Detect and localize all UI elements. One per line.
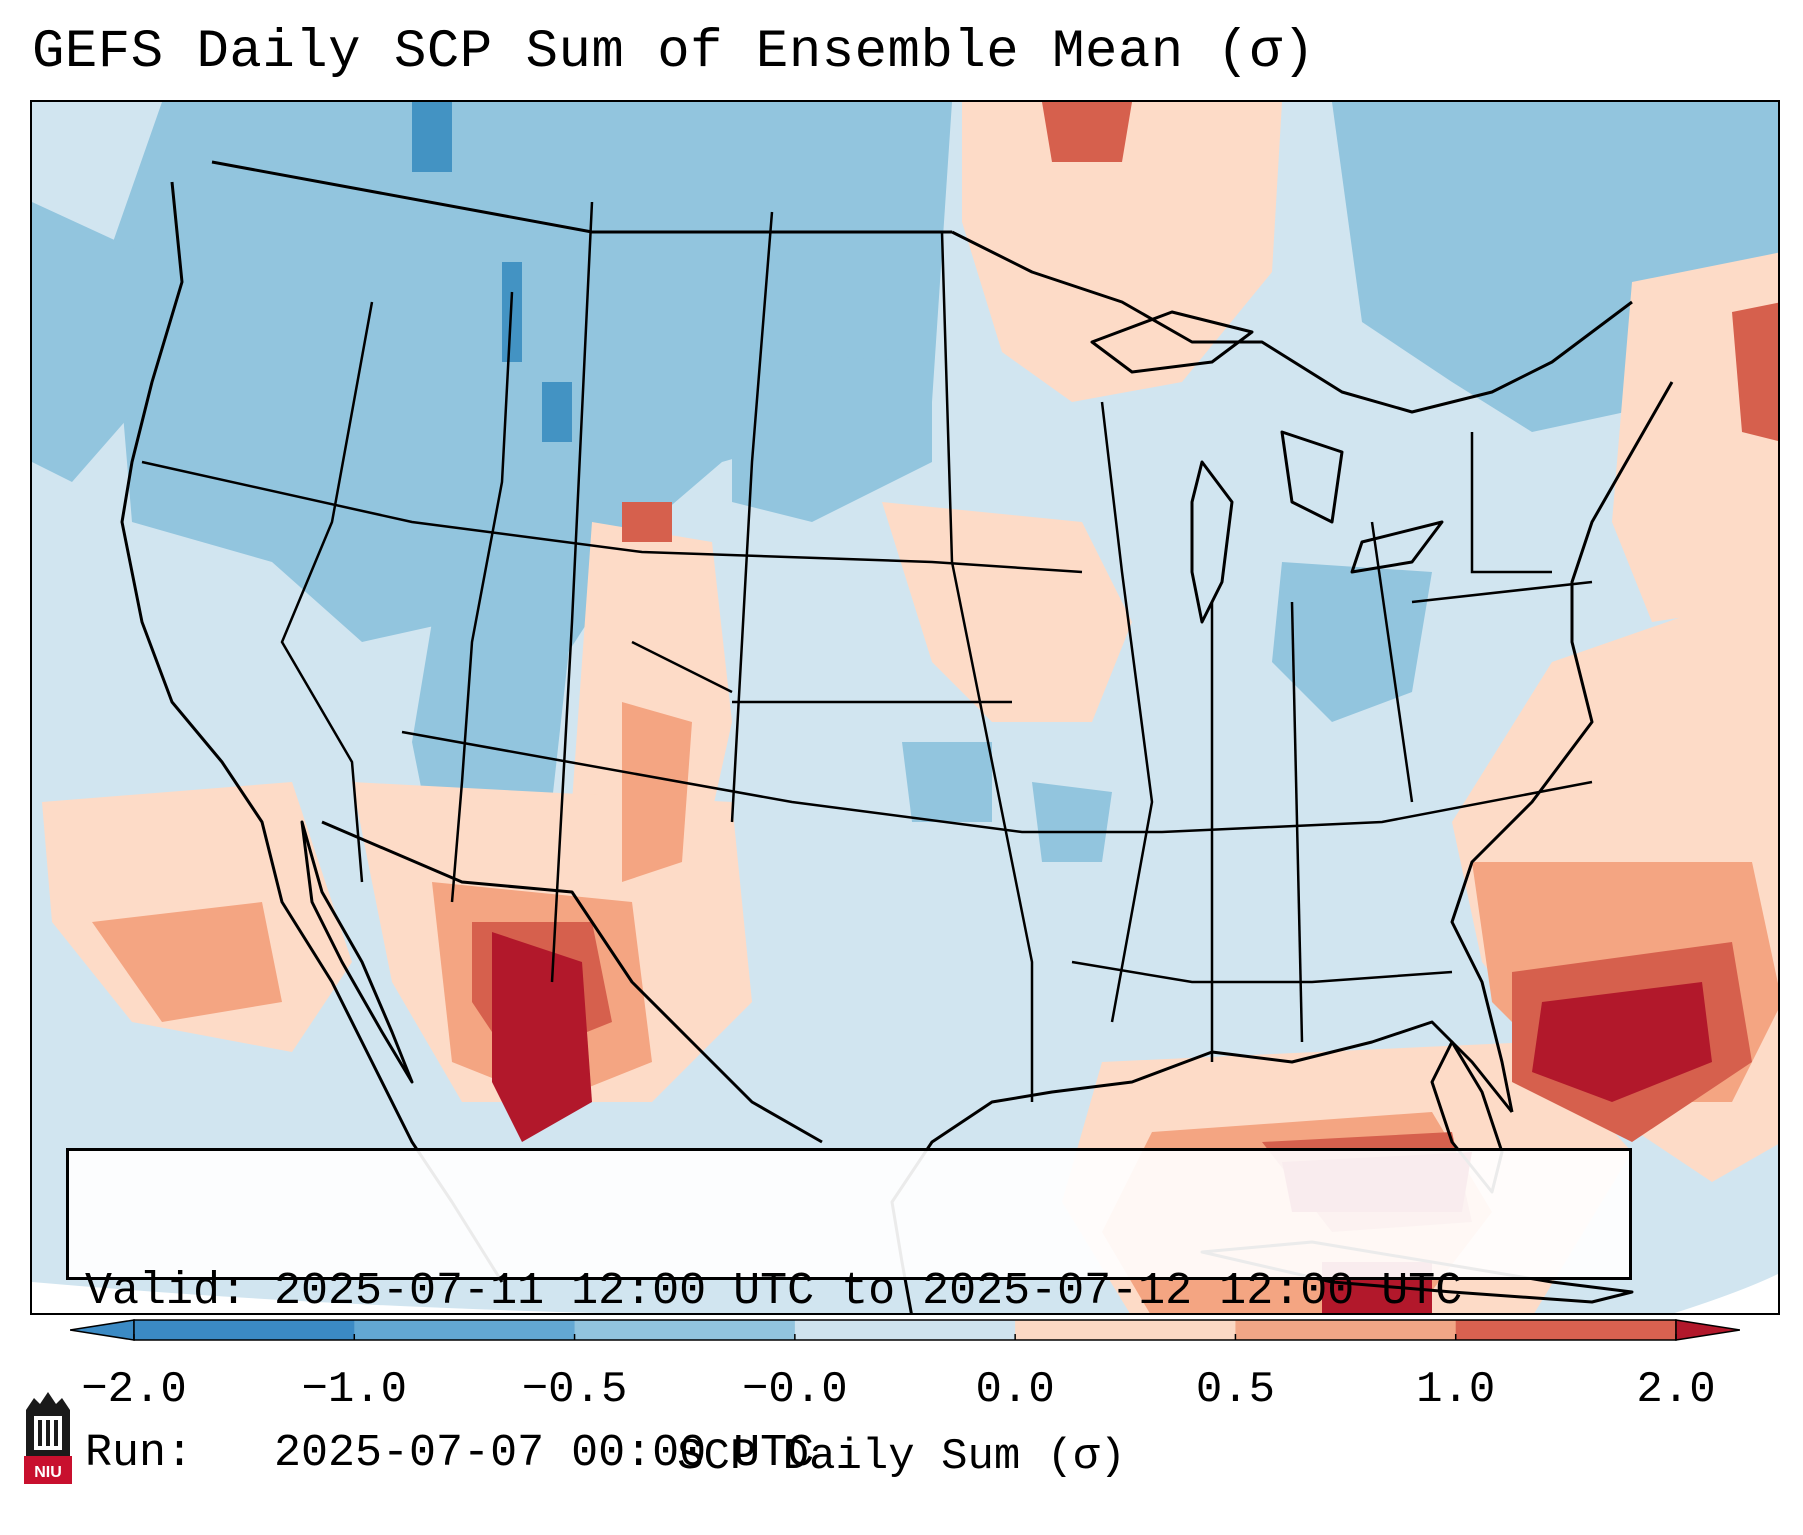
colorbar-tick-label: −1.0 [301, 1365, 408, 1415]
conus-map [32, 102, 1778, 1313]
colorbar-segment [354, 1320, 576, 1340]
state-line [450, 291, 514, 903]
northwest-negative-region [92, 102, 952, 662]
chart-title: GEFS Daily SCP Sum of Ensemble Mean (σ) [32, 22, 1316, 83]
west-coast-line [120, 181, 504, 1283]
state-line [401, 730, 1593, 834]
upper-midwest-positive-region [962, 102, 1282, 402]
outside-domain-area [32, 1282, 597, 1313]
central-plains-positive-region [882, 502, 1132, 722]
colorbar-tick-label: 0.5 [1195, 1365, 1276, 1415]
northern-plains-negative-region [732, 352, 932, 522]
colorbar-tick-label: −0.0 [742, 1365, 848, 1415]
colorbar-extend-high [1675, 1319, 1740, 1341]
state-lines [141, 201, 1593, 1102]
baja-peninsula [300, 820, 414, 1084]
colorado-strong-spot [622, 502, 672, 542]
colorbar-tick-label: 1.0 [1416, 1365, 1496, 1415]
atlantic-max-region [1532, 982, 1712, 1102]
colorbar [70, 1319, 1740, 1341]
colorbar-tick-label: −0.5 [521, 1365, 628, 1415]
state-line [550, 201, 594, 983]
run-time-line: Run: 2025-07-07 00:00 UTC [85, 1428, 815, 1479]
colorbar-extend-low [70, 1319, 135, 1341]
ohio-valley-negative-region [1272, 562, 1432, 722]
state-line [631, 640, 733, 694]
pacific-mid-region [92, 902, 282, 1022]
upper-midwest-strong-spot [1042, 102, 1132, 162]
valid-time-line: Valid: 2025-07-11 12:00 UTC to 2025-07-1… [85, 1266, 1463, 1317]
state-line [1071, 960, 1453, 984]
mexico-border [321, 820, 823, 1144]
university-logo: NIU [24, 1392, 72, 1484]
coastlines-and-borders [120, 160, 1674, 1313]
arkansas-negative-patch [1032, 782, 1112, 862]
dark-negative-spot [412, 102, 452, 172]
lake-erie [1350, 520, 1444, 574]
colorbar-segment [1455, 1320, 1677, 1340]
colorbar-segment [574, 1320, 796, 1340]
colorbar-segment [794, 1320, 1016, 1340]
rockies-mid-region [622, 702, 692, 882]
colorbar-segment [134, 1320, 355, 1340]
colorbar-segment [1015, 1320, 1236, 1340]
validity-info-box: Valid: 2025-07-11 12:00 UTC to 2025-07-1… [66, 1148, 1632, 1479]
state-line [141, 460, 1083, 574]
state-line [1100, 401, 1154, 1023]
state-line [1411, 580, 1593, 604]
colorbar-tick-label: −2.0 [81, 1365, 187, 1415]
dark-negative-spots [412, 102, 572, 442]
east-coast-line [1450, 381, 1674, 1113]
state-line [1370, 521, 1414, 803]
negative-anomaly-regions [32, 102, 1778, 882]
logo-text: NIU [34, 1464, 62, 1481]
tower-icon: NIU [24, 1392, 72, 1484]
state-line [1470, 432, 1552, 574]
lake-huron [1280, 430, 1344, 524]
lake-michigan [1190, 460, 1234, 624]
new-england-strong-spot [1732, 302, 1778, 441]
plains-negative-patch [902, 742, 992, 822]
great-lakes-border [951, 230, 1633, 414]
map-panel [30, 100, 1780, 1315]
state-line [940, 231, 1034, 1102]
pacific-negative-region [32, 202, 162, 482]
canada-us-border [211, 160, 952, 234]
mexico-max-region [492, 932, 592, 1142]
state-line [280, 301, 374, 883]
dark-negative-spot [542, 382, 572, 442]
colorbar-tick-label: 0.0 [975, 1365, 1055, 1415]
state-line [1290, 601, 1304, 1043]
colorbar-segment [1235, 1320, 1457, 1340]
colorbar-tick-label: 2.0 [1636, 1365, 1716, 1415]
outside-domain-area-right [1674, 1273, 1778, 1313]
lake-superior [1090, 310, 1254, 374]
colorbar-label: SCP Daily Sum (σ) [677, 1432, 1126, 1482]
